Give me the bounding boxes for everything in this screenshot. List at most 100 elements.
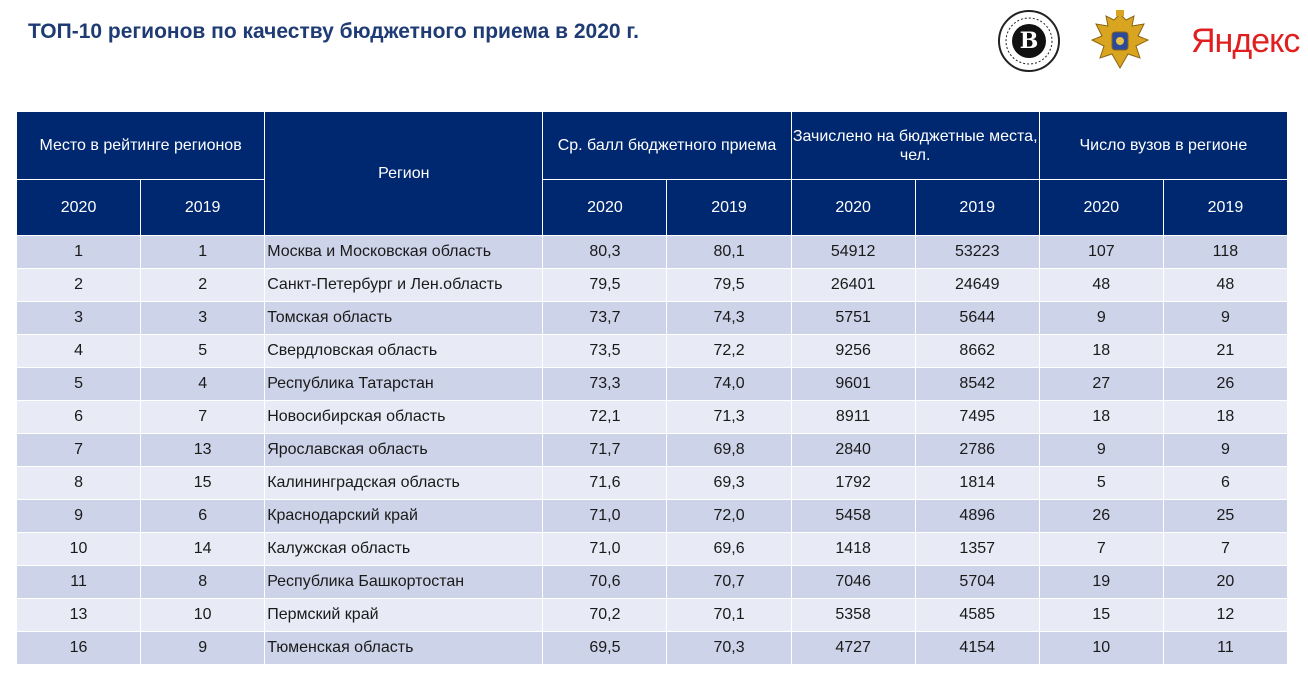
ranking-table: Место в рейтинге регионов Регион Ср. бал… [15,111,1289,665]
cell-enrolled-2020: 4727 [790,631,916,665]
cell-score-2020: 80,3 [542,235,668,269]
cell-enrolled-2020: 5751 [790,301,916,335]
cell-region: Республика Башкортостан [264,565,544,599]
cell-universities-2020: 10 [1038,631,1164,665]
cell-universities-2019: 9 [1162,433,1289,467]
cell-score-2019: 74,0 [666,367,792,401]
cell-rank-2020: 2 [15,268,142,302]
cell-universities-2020: 18 [1038,334,1164,368]
header-year: 2019 [666,179,792,236]
header-enrolled-group: Зачислено на бюджетные места, чел. [790,111,1040,180]
cell-universities-2019: 26 [1162,367,1289,401]
cell-region: Москва и Московская область [264,235,544,269]
table-row: 8 15 Калининградская область 71,6 69,3 1792 18… [15,466,1289,500]
hse-logo: В [998,10,1060,72]
cell-enrolled-2019: 4585 [914,598,1040,632]
cell-universities-2020: 48 [1038,268,1164,302]
cell-universities-2020: 19 [1038,565,1164,599]
header-rank-group: Место в рейтинге регионов [15,111,266,180]
cell-enrolled-2019: 2786 [914,433,1040,467]
cell-enrolled-2019: 5644 [914,301,1040,335]
cell-score-2020: 70,6 [542,565,668,599]
cell-enrolled-2020: 54912 [790,235,916,269]
cell-rank-2020: 10 [15,532,142,566]
cell-universities-2020: 9 [1038,433,1164,467]
cell-universities-2019: 11 [1162,631,1289,665]
header-year: 2020 [790,179,916,236]
cell-universities-2020: 107 [1038,235,1164,269]
table-row: 16 9 Тюменская область 69,5 70,3 4727 4154 10 11 [15,631,1289,665]
cell-score-2020: 73,5 [542,334,668,368]
cell-enrolled-2019: 8542 [914,367,1040,401]
cell-universities-2020: 7 [1038,532,1164,566]
cell-rank-2020: 4 [15,334,142,368]
cell-enrolled-2019: 8662 [914,334,1040,368]
cell-enrolled-2020: 5458 [790,499,916,533]
cell-universities-2020: 5 [1038,466,1164,500]
table-row: 4 5 Свердловская область 73,5 72,2 9256 8662 18… [15,334,1289,368]
cell-score-2020: 69,5 [542,631,668,665]
hse-monogram: В [1012,24,1046,58]
cell-score-2019: 70,3 [666,631,792,665]
cell-enrolled-2019: 1814 [914,466,1040,500]
cell-rank-2019: 7 [140,400,266,434]
cell-score-2020: 73,7 [542,301,668,335]
cell-enrolled-2019: 1357 [914,532,1040,566]
cell-rank-2020: 7 [15,433,142,467]
cell-rank-2020: 8 [15,466,142,500]
cell-universities-2019: 18 [1162,400,1289,434]
cell-universities-2019: 21 [1162,334,1289,368]
header-year: 2020 [1038,179,1164,236]
table-row: 7 13 Ярославская область 71,7 69,8 2840 2786 9 9 [15,433,1289,467]
table-row: 10 14 Калужская область 71,0 69,6 1418 1357 7 7 [15,532,1289,566]
cell-enrolled-2020: 8911 [790,400,916,434]
table-row: 3 3 Томская область 73,7 74,3 5751 5644 9 9 [15,301,1289,335]
cell-universities-2019: 48 [1162,268,1289,302]
cell-enrolled-2020: 5358 [790,598,916,632]
cell-rank-2020: 16 [15,631,142,665]
cell-universities-2019: 118 [1162,235,1289,269]
cell-universities-2019: 12 [1162,598,1289,632]
cell-score-2019: 71,3 [666,400,792,434]
header-year: 2020 [15,179,142,236]
cell-region: Тюменская область [264,631,544,665]
cell-score-2019: 69,6 [666,532,792,566]
cell-score-2019: 69,3 [666,466,792,500]
cell-enrolled-2019: 5704 [914,565,1040,599]
cell-rank-2020: 11 [15,565,142,599]
cell-score-2019: 79,5 [666,268,792,302]
cell-score-2020: 70,2 [542,598,668,632]
cell-rank-2019: 1 [140,235,266,269]
table-row: 13 10 Пермский край 70,2 70,1 5358 4585 15 12 [15,598,1289,632]
cell-region: Новосибирская область [264,400,544,434]
cell-rank-2019: 8 [140,565,266,599]
cell-enrolled-2020: 1418 [790,532,916,566]
cell-universities-2020: 26 [1038,499,1164,533]
cell-score-2019: 72,0 [666,499,792,533]
cell-region: Томская область [264,301,544,335]
cell-enrolled-2019: 24649 [914,268,1040,302]
cell-universities-2019: 6 [1162,466,1289,500]
cell-universities-2019: 7 [1162,532,1289,566]
page-title: ТОП-10 регионов по качеству бюджетного п… [28,20,639,43]
cell-rank-2020: 9 [15,499,142,533]
table-body: 1 1 Москва и Московская область 80,3 80,1 549… [15,235,1289,665]
cell-enrolled-2020: 9256 [790,334,916,368]
cell-score-2020: 71,0 [542,499,668,533]
cell-score-2019: 72,2 [666,334,792,368]
cell-rank-2020: 13 [15,598,142,632]
cell-enrolled-2019: 4154 [914,631,1040,665]
cell-rank-2019: 9 [140,631,266,665]
table-row: 2 2 Санкт-Петербург и Лен.область 79,5 79,5 2… [15,268,1289,302]
header-score-group: Ср. балл бюджетного приема [542,111,792,180]
cell-score-2019: 69,8 [666,433,792,467]
cell-enrolled-2020: 1792 [790,466,916,500]
cell-enrolled-2019: 53223 [914,235,1040,269]
header-region: Регион [264,111,544,236]
cell-rank-2019: 2 [140,268,266,302]
cell-universities-2020: 9 [1038,301,1164,335]
cell-rank-2019: 4 [140,367,266,401]
cell-rank-2020: 5 [15,367,142,401]
cell-universities-2020: 27 [1038,367,1164,401]
cell-enrolled-2019: 7495 [914,400,1040,434]
